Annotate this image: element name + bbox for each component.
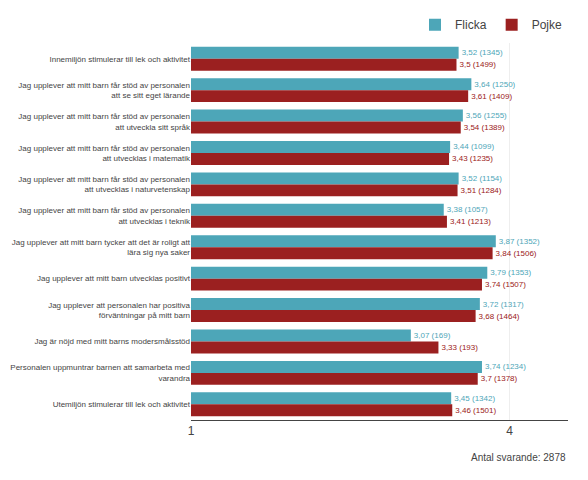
svg-text:3,87 (1352): 3,87 (1352) (499, 237, 540, 246)
svg-text:3,68 (1464): 3,68 (1464) (479, 312, 520, 321)
svg-text:Jag är nöjd med mitt barns mod: Jag är nöjd med mitt barns modersmålsstö… (34, 337, 190, 346)
svg-text:3,07 (169): 3,07 (169) (414, 331, 451, 340)
svg-text:Jag upplever att mitt barn får: Jag upplever att mitt barn får stöd av p… (18, 175, 190, 194)
svg-text:Flicka: Flicka (455, 18, 487, 32)
svg-text:3,5 (1499): 3,5 (1499) (459, 60, 496, 69)
svg-text:3,64 (1250): 3,64 (1250) (474, 80, 515, 89)
svg-text:3,56 (1255): 3,56 (1255) (466, 111, 507, 120)
svg-text:3,72 (1317): 3,72 (1317) (483, 300, 524, 309)
svg-text:Pojke: Pojke (532, 18, 562, 32)
svg-text:3,44 (1099): 3,44 (1099) (453, 142, 494, 151)
svg-text:3,45 (1342): 3,45 (1342) (454, 394, 495, 403)
svg-text:Jag upplever att mitt barn får: Jag upplever att mitt barn får stöd av p… (18, 206, 191, 225)
svg-text:3,41 (1213): 3,41 (1213) (450, 217, 491, 226)
svg-text:3,79 (1353): 3,79 (1353) (490, 268, 531, 277)
svg-text:3,43 (1235): 3,43 (1235) (452, 154, 493, 163)
svg-text:3,38 (1057): 3,38 (1057) (447, 205, 488, 214)
svg-text:3,74 (1507): 3,74 (1507) (485, 280, 526, 289)
svg-text:Antal svarande: 2878: Antal svarande: 2878 (471, 452, 566, 463)
svg-text:Innemiljön stimulerar till lek: Innemiljön stimulerar till lek och aktiv… (50, 55, 191, 64)
svg-text:Jag upplever att mitt barn får: Jag upplever att mitt barn får stöd av p… (18, 112, 191, 131)
svg-text:Jag upplever att personalen ha: Jag upplever att personalen har positiva… (48, 301, 190, 320)
svg-text:Jag upplever att mitt barn utv: Jag upplever att mitt barn utvecklas pos… (37, 274, 191, 283)
svg-text:1: 1 (188, 424, 195, 438)
svg-text:3,54 (1389): 3,54 (1389) (464, 123, 505, 132)
svg-text:Jag upplever att mitt barn får: Jag upplever att mitt barn får stöd av p… (18, 81, 190, 100)
svg-text:3,33 (193): 3,33 (193) (441, 343, 478, 352)
svg-text:3,84 (1506): 3,84 (1506) (496, 249, 537, 258)
svg-text:Utemiljön stimulerar till lek: Utemiljön stimulerar till lek och aktivi… (53, 400, 191, 409)
svg-text:3,46 (1501): 3,46 (1501) (455, 406, 496, 415)
svg-text:4: 4 (506, 424, 513, 438)
svg-text:3,51 (1284): 3,51 (1284) (461, 186, 502, 195)
svg-text:3,7 (1378): 3,7 (1378) (481, 374, 518, 383)
svg-text:3,52 (1154): 3,52 (1154) (462, 174, 503, 183)
svg-text:Jag upplever att mitt barn tyc: Jag upplever att mitt barn tycker att de… (12, 238, 191, 257)
svg-text:3,74 (1234): 3,74 (1234) (485, 362, 526, 371)
svg-text:Jag upplever att mitt barn får: Jag upplever att mitt barn får stöd av p… (18, 144, 191, 163)
svg-text:3,52 (1345): 3,52 (1345) (462, 48, 503, 57)
svg-text:3,61 (1409): 3,61 (1409) (471, 92, 512, 101)
svg-text:Personalen uppmuntrar barnen a: Personalen uppmuntrar barnen att samarbe… (10, 363, 190, 382)
